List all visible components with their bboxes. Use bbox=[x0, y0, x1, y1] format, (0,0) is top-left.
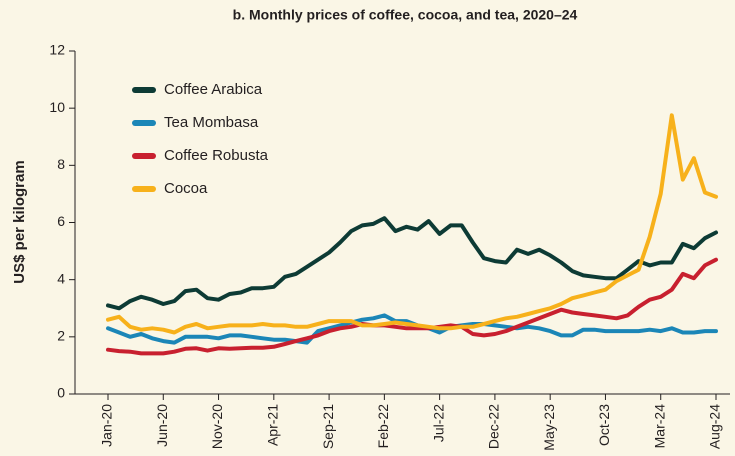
y-tick-label: 2 bbox=[57, 328, 65, 344]
series-line bbox=[106, 257, 718, 356]
y-tick-label: 10 bbox=[49, 99, 65, 115]
x-tick-label: Mar-24 bbox=[651, 404, 667, 449]
y-tick-label: 12 bbox=[49, 42, 65, 58]
x-tick-label: Jun-20 bbox=[154, 404, 170, 447]
legend-label: Cocoa bbox=[164, 180, 208, 197]
x-tick-label: Jul-22 bbox=[430, 404, 446, 442]
x-tick-label: Sep-21 bbox=[320, 404, 336, 449]
y-tick-label: 0 bbox=[57, 385, 65, 401]
x-tick-label: Dec-22 bbox=[486, 404, 502, 449]
y-tick-label: 6 bbox=[57, 213, 65, 229]
y-tick-label: 4 bbox=[57, 270, 65, 286]
x-tick-label: Feb-22 bbox=[375, 404, 391, 449]
x-tick-label: Aug-24 bbox=[707, 404, 723, 449]
legend-label: Tea Mombasa bbox=[164, 114, 259, 131]
x-tick-label: May-23 bbox=[541, 404, 557, 451]
legend-label: Coffee Arabica bbox=[164, 81, 263, 98]
chart-title: b. Monthly prices of coffee, cocoa, and … bbox=[233, 7, 578, 23]
x-tick-label: Nov-20 bbox=[209, 404, 225, 449]
y-tick-label: 8 bbox=[57, 156, 65, 172]
x-tick-label: Jan-20 bbox=[99, 404, 115, 447]
x-tick-label: Oct-23 bbox=[596, 404, 612, 446]
y-axis-label: US$ per kilogram bbox=[11, 160, 28, 283]
x-tick-label: Apr-21 bbox=[265, 404, 281, 446]
series-line bbox=[106, 113, 718, 335]
series-line bbox=[106, 216, 718, 311]
legend-label: Coffee Robusta bbox=[164, 147, 269, 164]
